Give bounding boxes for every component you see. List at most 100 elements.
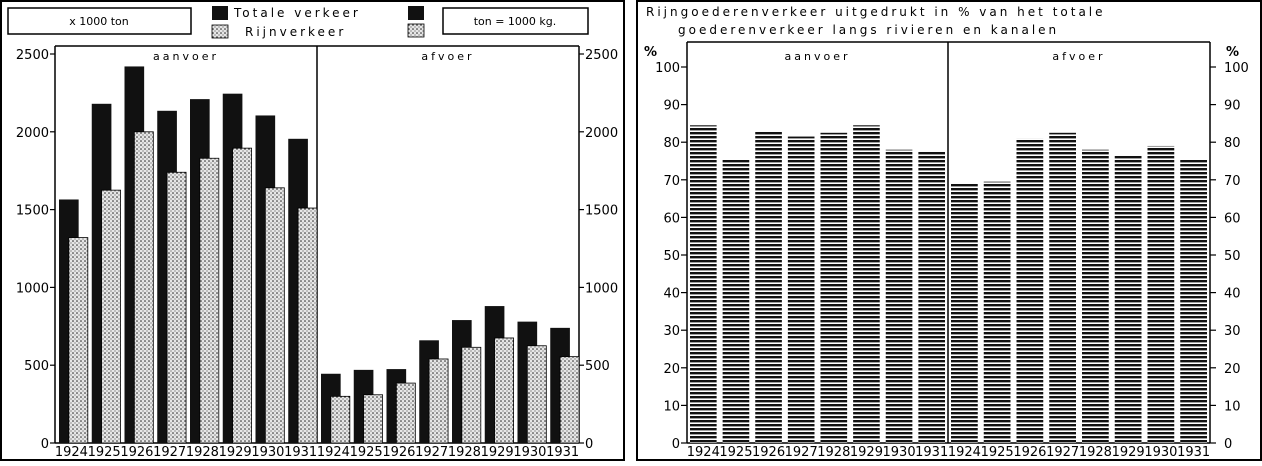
left-figure-frame (0, 0, 625, 461)
panel-title-afvoer: afvoer (421, 50, 474, 63)
x-tick-label: 1927 (785, 445, 818, 460)
bar-percent (722, 159, 750, 443)
percent-title-line-2: goederenverkeer langs rivieren en kanale… (678, 23, 1059, 37)
y-tick-label-left: 20 (663, 362, 680, 377)
bar-percent (983, 181, 1011, 443)
bar-percent (1147, 145, 1175, 443)
legend: x 1000 ton Totale verkeer Rijnverkeer to… (7, 6, 589, 39)
legend-swatch-total-right (408, 6, 424, 20)
bar-percent (1082, 149, 1109, 443)
x-tick-label: 1929 (850, 445, 883, 460)
panel-title-aanvoer: aanvoer (153, 50, 219, 63)
x-tick-label: 1930 (1144, 445, 1177, 460)
bar-rhine (494, 337, 514, 444)
y-tick-label-right: 500 (585, 359, 610, 374)
bar-percent (1114, 155, 1142, 444)
x-tick-label: 1928 (817, 445, 850, 460)
bar-percent (820, 132, 848, 444)
x-tick-label: 1925 (981, 445, 1014, 460)
x-tick-label: 1928 (448, 445, 481, 460)
bar-percent (1049, 132, 1076, 444)
x-tick-label: 1927 (153, 445, 186, 460)
y-tick-label-left: 2000 (16, 126, 49, 141)
y-tick-label-left: 70 (663, 174, 680, 189)
y-tick-label-left: 30 (663, 324, 680, 339)
bar-percent (787, 136, 815, 443)
x-tick-label: 1926 (382, 445, 415, 460)
x-tick-label: 1931 (546, 445, 579, 460)
x-tick-label: 1930 (883, 445, 916, 460)
y-tick-label-right: 30 (1224, 324, 1241, 339)
bar-rhine (297, 207, 318, 444)
x-tick-label: 1925 (719, 445, 752, 460)
x-tick-label: 1928 (186, 445, 219, 460)
bar-rhine (526, 345, 547, 444)
x-tick-label: 1928 (1079, 445, 1112, 460)
y-tick-label-left: 40 (663, 287, 680, 302)
legend-label-rhine: Rijnverkeer (245, 25, 346, 39)
bar-rhine (232, 147, 252, 444)
x-tick-label: 1924 (317, 445, 350, 460)
bar-rhine (461, 346, 482, 444)
y-tick-label-left: 10 (663, 399, 680, 414)
x-tick-label: 1930 (513, 445, 546, 460)
tonnage-chart: 0 0 500 500 1000 1000 1500 1500 2000 2000 2500 2500… (16, 45, 618, 460)
y-tick-label-left: 90 (663, 99, 680, 114)
y-tick-label-left: 500 (24, 359, 49, 374)
y-tick-label-right: 1000 (585, 281, 618, 296)
x-tick-label: 1926 (1013, 445, 1046, 460)
bar-rhine (559, 356, 580, 444)
bar-rhine (330, 395, 351, 444)
x-tick-label: 1924 (948, 445, 981, 460)
x-tick-label: 1930 (251, 445, 284, 460)
bar-percent (853, 125, 880, 443)
percent-unit-right: % (1226, 45, 1239, 60)
y-tick-label-left: 1000 (16, 281, 49, 296)
right-figure-frame (636, 0, 1262, 461)
y-tick-label-right: 0 (585, 437, 593, 452)
bar-percent (885, 149, 913, 443)
bar-percent (690, 125, 717, 443)
percent-unit-left: % (644, 45, 657, 60)
y-tick-label-right: 10 (1224, 399, 1241, 414)
bar-percent (1016, 138, 1044, 443)
percent-title-line-1: Rijngoederenverkeer uitgedrukt in % van … (646, 5, 1106, 19)
y-tick-label-right: 70 (1224, 174, 1241, 189)
bar-rhine (166, 171, 187, 444)
bar-rhine (133, 131, 154, 444)
x-tick-label: 1927 (415, 445, 448, 460)
x-tick-label: 1925 (88, 445, 121, 460)
x-tick-label: 1924 (687, 445, 720, 460)
bar-rhine (101, 189, 121, 444)
y-tick-label-right: 20 (1224, 362, 1241, 377)
bar-rhine (428, 358, 449, 444)
legend-swatch-rhine-right (407, 23, 425, 38)
x-tick-label: 1927 (1046, 445, 1079, 460)
bar-percent (918, 151, 945, 443)
panel-title-afvoer: afvoer (1052, 50, 1105, 63)
bar-percent (1180, 159, 1207, 443)
y-tick-label-left: 1500 (16, 204, 49, 219)
y-tick-label-right: 40 (1224, 287, 1241, 302)
percent-chart-title: Rijngoederenverkeer uitgedrukt in % van … (644, 5, 1239, 60)
unit-definition-label: ton = 1000 kg. (474, 15, 557, 28)
x-tick-label: 1929 (219, 445, 252, 460)
bar-rhine (199, 157, 220, 444)
percent-chart: 0 0 10 10 20 20 30 30 40 40 50 50 60 60 70 70 80 80 90 90 10… (655, 41, 1249, 460)
y-tick-label-left: 0 (41, 437, 49, 452)
y-tick-label-left: 0 (672, 437, 680, 452)
y-tick-label-left: 60 (663, 211, 680, 226)
y-tick-label-right: 60 (1224, 211, 1241, 226)
y-tick-label-right: 0 (1224, 437, 1232, 452)
x-tick-label: 1931 (1177, 445, 1210, 460)
legend-swatch-rhine (211, 24, 229, 39)
y-tick-label-right: 100 (1224, 61, 1249, 76)
unit-definition-box (442, 7, 589, 35)
bar-percent (951, 183, 978, 443)
x-tick-label: 1926 (752, 445, 785, 460)
panel-title-aanvoer: aanvoer (785, 50, 851, 63)
bar-rhine (363, 394, 383, 444)
bar-rhine (395, 382, 416, 444)
